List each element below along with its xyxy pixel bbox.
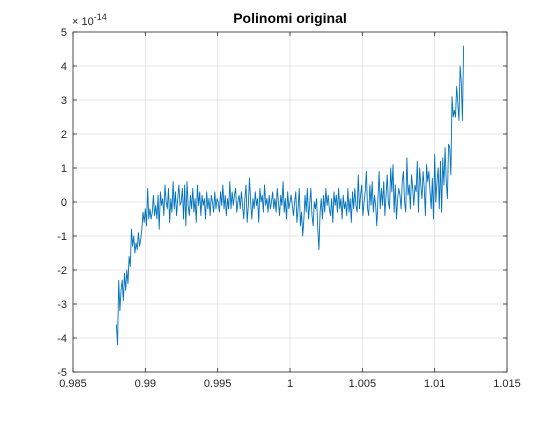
y-tick-label: -4 (57, 333, 67, 345)
y-exponent-base: × 10 (72, 16, 94, 28)
x-tick-label: 0.985 (59, 378, 87, 390)
y-exponent-power: -14 (94, 12, 107, 22)
y-tick-label: 5 (61, 27, 67, 39)
y-tick-label: 0 (61, 197, 67, 209)
y-tick-labels: -5 -4 -3 -2 -1 0 1 2 3 4 5 (57, 27, 67, 379)
y-exponent-label: × 10-14 (72, 12, 107, 28)
y-tick-label: 1 (61, 163, 67, 175)
x-tick-label: 0.99 (135, 378, 156, 390)
series-line (115, 45, 465, 346)
series-layer (115, 45, 465, 346)
x-tick-label: 1.015 (493, 378, 521, 390)
y-tick-label: 3 (61, 95, 67, 107)
x-tick-label: 0.995 (204, 378, 232, 390)
y-tick-label: -5 (57, 367, 67, 379)
x-tick-label: 1 (287, 378, 293, 390)
chart-title: Polinomi original (233, 10, 347, 26)
tick-marks (72, 31, 508, 373)
y-tick-label: -2 (57, 265, 67, 277)
y-tick-label: 4 (61, 61, 67, 73)
y-tick-label: -1 (57, 231, 67, 243)
x-tick-label: 1.01 (424, 378, 445, 390)
x-tick-labels: 0.985 0.99 0.995 1 1.005 1.01 1.015 (59, 378, 521, 390)
y-tick-label: -3 (57, 299, 67, 311)
x-tick-label: 1.005 (349, 378, 377, 390)
y-tick-label: 2 (61, 129, 67, 141)
